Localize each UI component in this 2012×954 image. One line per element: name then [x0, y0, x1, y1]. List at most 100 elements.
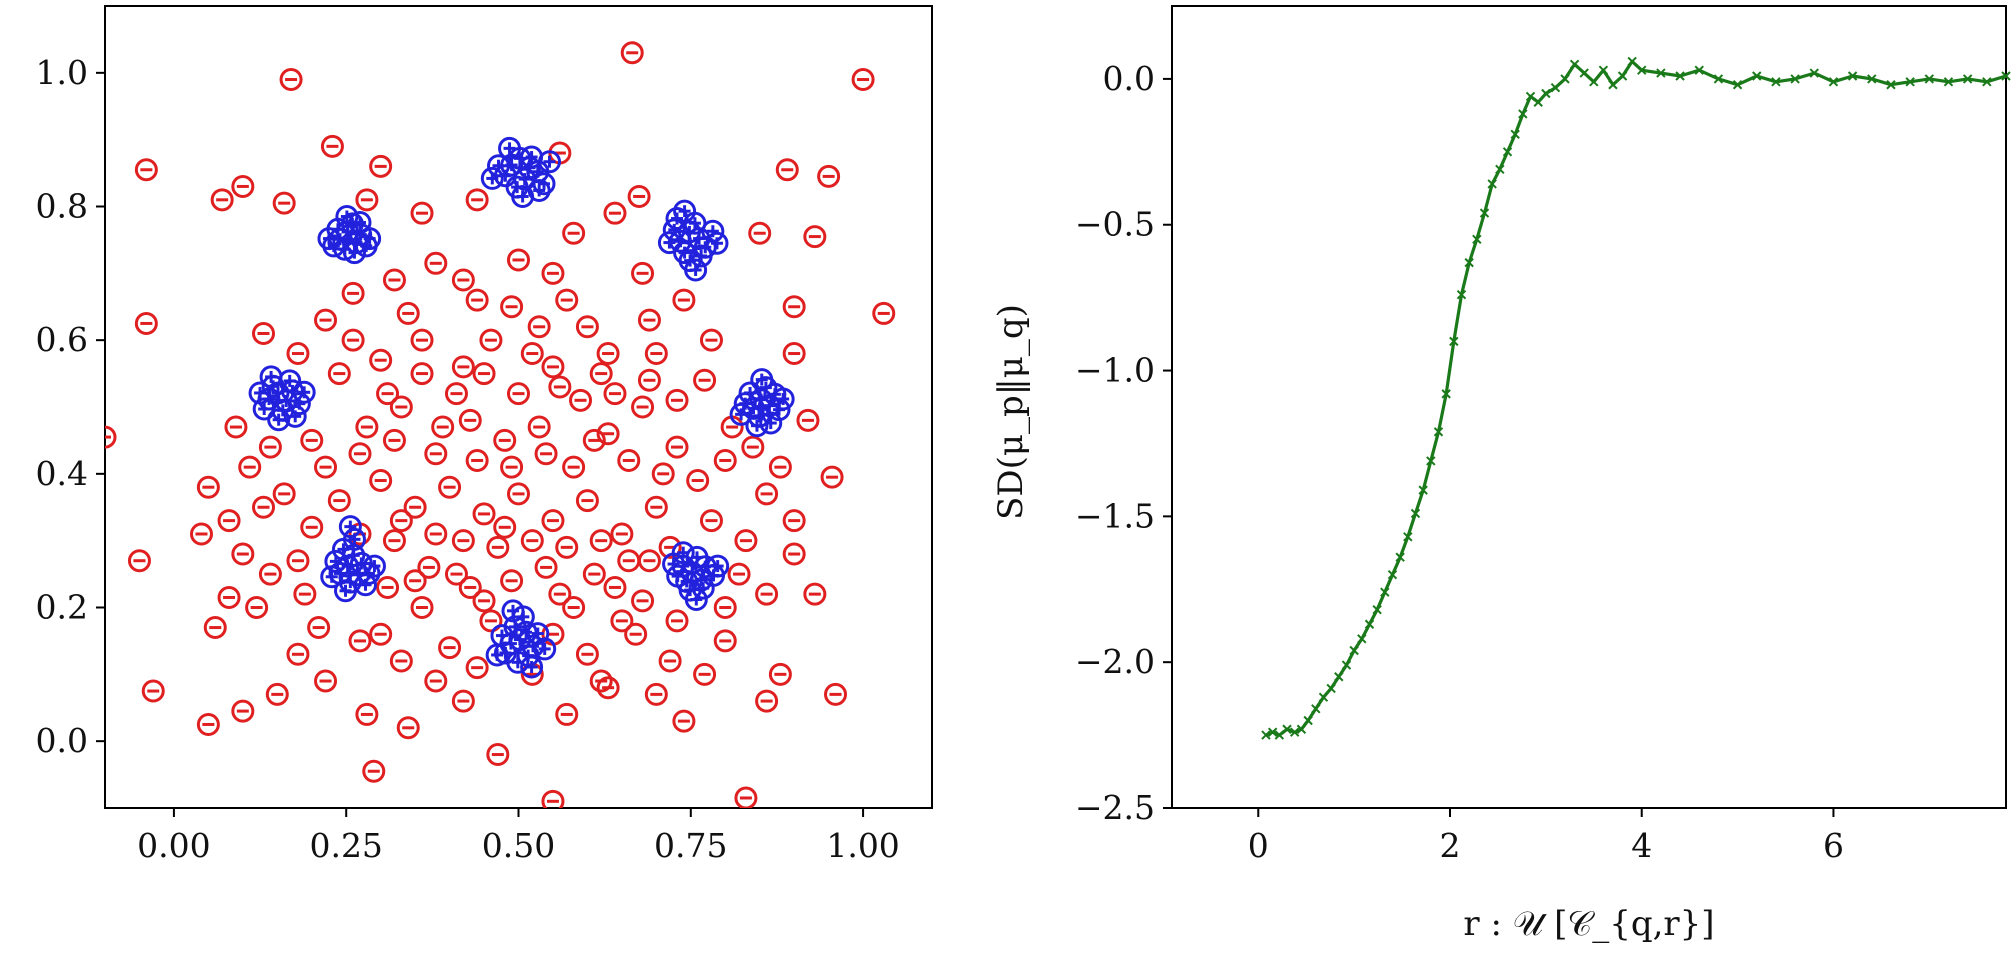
- scatter-x-tick-label: 0.50: [482, 826, 555, 865]
- negative-point: [507, 482, 530, 506]
- negative-point: [665, 609, 689, 633]
- sd-point: [1433, 427, 1444, 437]
- sd-point: [1675, 71, 1685, 81]
- sd-point: [1732, 80, 1743, 90]
- negative-point: [493, 515, 517, 539]
- sd-point: [1569, 59, 1580, 70]
- negative-point: [755, 482, 779, 506]
- negative-point: [410, 362, 434, 386]
- sd-point: [1867, 74, 1877, 84]
- sd-point: [1962, 74, 1973, 84]
- negative-point: [582, 428, 606, 452]
- negative-point: [189, 522, 213, 546]
- negative-point: [196, 475, 220, 499]
- negative-point: [424, 522, 448, 546]
- negative-point: [134, 158, 158, 182]
- negative-point: [341, 328, 365, 352]
- negative-point: [438, 475, 462, 499]
- negative-point: [534, 442, 558, 466]
- negative-point: [782, 342, 806, 366]
- negative-point: [472, 362, 496, 386]
- negative-point: [527, 315, 551, 339]
- positive-point: [691, 576, 715, 600]
- negative-point: [693, 368, 717, 392]
- positive-point: [520, 655, 544, 679]
- line-x-tick-label: 2: [1440, 826, 1461, 865]
- positive-point: [342, 241, 366, 265]
- negative-point: [562, 221, 586, 245]
- sd-point: [1311, 704, 1321, 714]
- positive-point: [320, 565, 344, 589]
- sd-point: [1982, 77, 1992, 87]
- positive-point: [283, 404, 307, 428]
- negative-point: [210, 188, 234, 212]
- sd-point: [1487, 179, 1497, 189]
- sd-point: [1303, 715, 1313, 726]
- negative-point: [403, 569, 427, 593]
- negative-point: [444, 382, 468, 406]
- negative-point: [369, 622, 393, 646]
- sd-point: [1403, 532, 1413, 542]
- sd-point: [1656, 68, 1666, 78]
- negative-point: [486, 535, 510, 559]
- negative-point: [555, 702, 579, 726]
- negative-point: [631, 395, 655, 419]
- negative-point: [376, 575, 400, 599]
- negative-point: [562, 596, 586, 619]
- positive-point: [498, 136, 522, 160]
- negative-point: [431, 415, 455, 439]
- negative-point: [575, 642, 599, 666]
- negative-point: [500, 569, 524, 593]
- negative-point: [520, 529, 544, 553]
- negative-point: [348, 629, 372, 653]
- negative-point: [596, 422, 620, 446]
- scatter-plot: 0.00 0.25 0.50 0.75 1.00 0.0 0.2 0.4 0.6 0.8 1.0: [36, 5, 933, 865]
- sd-point: [1357, 634, 1367, 644]
- negative-point: [252, 495, 276, 519]
- negative-point: [627, 184, 651, 208]
- line-y-tick-label: 0.0: [1103, 59, 1155, 98]
- negative-point: [362, 759, 386, 783]
- negative-point: [734, 786, 758, 808]
- positive-point: [705, 231, 729, 255]
- sd-point: [1694, 65, 1704, 75]
- negative-point: [768, 662, 792, 686]
- scatter-x-tick-label: 1.00: [826, 826, 899, 865]
- positive-point: [729, 402, 753, 426]
- negative-point: [624, 622, 648, 646]
- negative-point: [472, 589, 496, 613]
- negative-point: [665, 388, 689, 412]
- sd-point: [1395, 552, 1405, 562]
- line-x-tick-label: 0: [1248, 826, 1269, 865]
- negative-point: [541, 509, 565, 533]
- negative-point: [203, 616, 227, 640]
- positive-point: [338, 515, 362, 539]
- sd-point: [1426, 456, 1436, 466]
- negative-point: [796, 408, 820, 432]
- negative-point: [686, 469, 710, 493]
- negative-point: [651, 462, 675, 486]
- negative-point: [768, 455, 792, 479]
- negative-point: [665, 435, 689, 459]
- negative-point: [507, 382, 530, 406]
- negative-point: [755, 582, 779, 606]
- scatter-x-tick-label: 0.25: [309, 826, 382, 865]
- negative-point: [534, 555, 558, 579]
- negative-point: [355, 415, 379, 439]
- sd-point: [1341, 660, 1352, 670]
- positive-point: [759, 411, 783, 435]
- sd-point: [1334, 672, 1344, 682]
- negative-point: [341, 281, 365, 305]
- sd-point: [1518, 109, 1528, 119]
- line-series: [1261, 56, 2011, 740]
- negative-point: [493, 428, 517, 452]
- sd-point: [1479, 208, 1490, 218]
- negative-point: [376, 382, 400, 406]
- sd-point: [1472, 234, 1482, 245]
- sd-point: [1924, 74, 1935, 84]
- sd-point: [1510, 129, 1520, 140]
- sd-point: [1541, 88, 1551, 99]
- negative-point: [782, 295, 806, 319]
- negative-point: [424, 442, 448, 466]
